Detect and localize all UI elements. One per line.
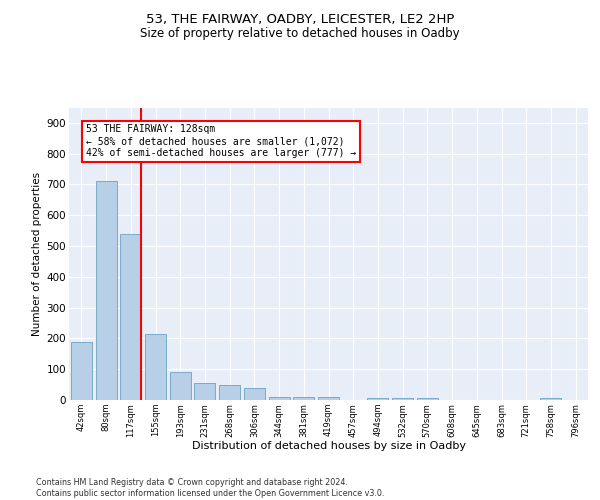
Bar: [145, 334, 166, 400]
Bar: [120, 234, 141, 400]
Bar: [417, 398, 438, 400]
Bar: [367, 398, 388, 400]
Bar: [269, 397, 290, 400]
Bar: [541, 398, 562, 400]
Y-axis label: Number of detached properties: Number of detached properties: [32, 172, 43, 336]
Bar: [392, 398, 413, 400]
Bar: [293, 397, 314, 400]
Text: 53 THE FAIRWAY: 128sqm
← 58% of detached houses are smaller (1,072)
42% of semi-: 53 THE FAIRWAY: 128sqm ← 58% of detached…: [86, 124, 356, 158]
Text: Size of property relative to detached houses in Oadby: Size of property relative to detached ho…: [140, 28, 460, 40]
Text: 53, THE FAIRWAY, OADBY, LEICESTER, LE2 2HP: 53, THE FAIRWAY, OADBY, LEICESTER, LE2 2…: [146, 12, 454, 26]
Text: Contains HM Land Registry data © Crown copyright and database right 2024.
Contai: Contains HM Land Registry data © Crown c…: [36, 478, 385, 498]
Bar: [71, 342, 92, 400]
Bar: [244, 388, 265, 400]
Bar: [219, 384, 240, 400]
Bar: [95, 182, 116, 400]
Bar: [318, 397, 339, 400]
X-axis label: Distribution of detached houses by size in Oadby: Distribution of detached houses by size …: [191, 441, 466, 451]
Bar: [170, 372, 191, 400]
Bar: [194, 383, 215, 400]
